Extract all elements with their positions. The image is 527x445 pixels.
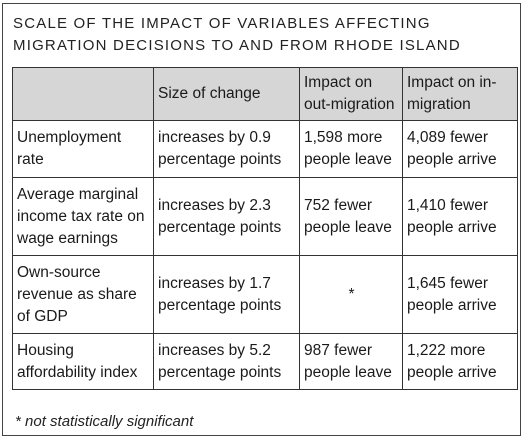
title-line-2: MIGRATION DECISIONS TO AND FROM RHODE IS…	[13, 37, 461, 54]
table-row: Average marginal income tax rate on wage…	[12, 177, 518, 256]
cell-size: increases by 5.2 percentage points	[153, 333, 300, 390]
figure-title: SCALE OF THE IMPACT OF VARIABLES AFFECTI…	[13, 13, 461, 57]
table-row: Unemployment rate increases by 0.9 perce…	[12, 120, 518, 178]
header-size-of-change: Size of change	[153, 67, 300, 121]
cell-out-migration: 1,598 more people leave	[299, 120, 403, 178]
table-row: Own-source revenue as share of GDP incre…	[12, 255, 518, 334]
cell-variable: Own-source revenue as share of GDP	[12, 255, 154, 334]
cell-out-migration: 987 fewer people leave	[299, 333, 403, 390]
header-out-migration: Impact on out-migration	[299, 67, 403, 121]
cell-variable: Average marginal income tax rate on wage…	[12, 177, 154, 256]
figure-frame: SCALE OF THE IMPACT OF VARIABLES AFFECTI…	[2, 3, 521, 436]
footnote: * not statistically significant	[15, 413, 194, 430]
header-in-migration: Impact on in-migration	[402, 67, 518, 121]
header-variable	[12, 67, 154, 121]
title-line-1: SCALE OF THE IMPACT OF VARIABLES AFFECTI…	[13, 15, 431, 32]
impact-table: Size of change Impact on out-migration I…	[12, 67, 518, 390]
cell-size: increases by 2.3 percentage points	[153, 177, 300, 256]
cell-out-migration: 752 fewer people leave	[299, 177, 403, 256]
cell-out-migration: *	[299, 255, 403, 334]
table-header-row: Size of change Impact on out-migration I…	[12, 67, 518, 121]
cell-in-migration: 1,645 fewer people arrive	[402, 255, 518, 334]
table-row: Housing affordability index increases by…	[12, 333, 518, 390]
cell-variable: Housing affordability index	[12, 333, 154, 390]
cell-variable: Unemployment rate	[12, 120, 154, 178]
cell-in-migration: 1,222 more people arrive	[402, 333, 518, 390]
cell-in-migration: 4,089 fewer people arrive	[402, 120, 518, 178]
cell-size: increases by 0.9 percentage points	[153, 120, 300, 178]
cell-size: increases by 1.7 percentage points	[153, 255, 300, 334]
cell-in-migration: 1,410 fewer people arrive	[402, 177, 518, 256]
